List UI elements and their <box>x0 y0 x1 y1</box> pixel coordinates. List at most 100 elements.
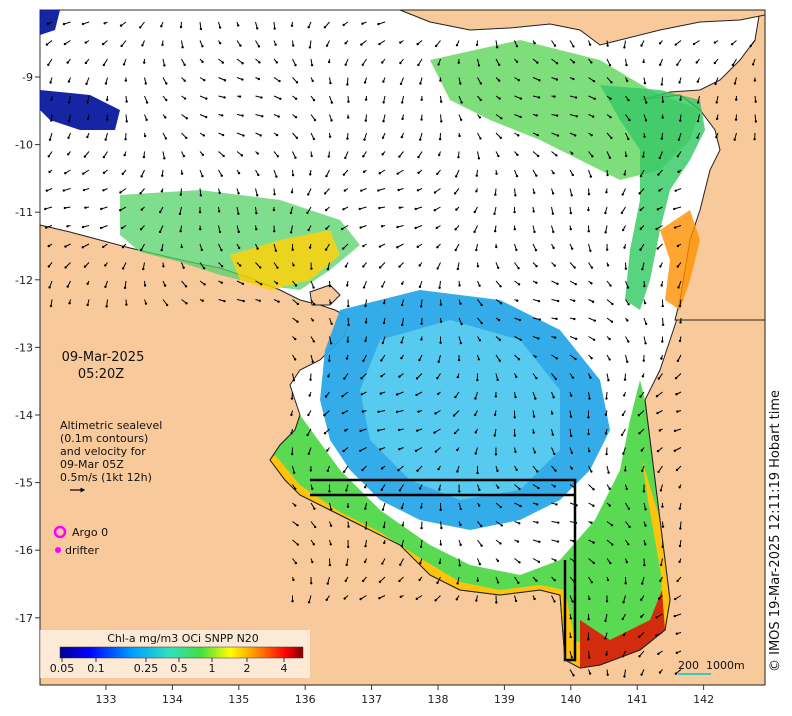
velocity-arrow-head <box>378 172 381 175</box>
velocity-arrow-head <box>435 226 438 230</box>
velocity-arrow-head <box>399 82 403 86</box>
velocity-arrow-head <box>627 507 631 510</box>
latitude-label: -10 <box>15 139 33 152</box>
velocity-arrow-head <box>677 170 680 174</box>
velocity-arrow-head <box>344 42 347 45</box>
velocity-arrow-head <box>659 563 663 567</box>
latitude-label: -12 <box>15 274 33 287</box>
velocity-arrow-head <box>497 63 501 66</box>
velocity-arrow-head <box>497 79 501 82</box>
velocity-arrow-head <box>121 245 125 249</box>
velocity-arrow-head <box>476 265 480 268</box>
velocity-arrow-head <box>203 78 206 82</box>
velocity-arrow-head <box>459 82 462 85</box>
velocity-arrow-head <box>553 44 557 47</box>
velocity-arrow-head <box>591 155 594 158</box>
velocity-arrow-head <box>661 505 664 508</box>
altimetry-line-4: 09-Mar 05Z <box>60 458 124 471</box>
velocity-arrow-head <box>551 192 555 195</box>
velocity-arrow-head <box>364 321 368 324</box>
velocity-arrow-head <box>608 63 612 67</box>
velocity-arrow-head <box>477 358 481 361</box>
velocity-arrow-head <box>438 137 442 141</box>
velocity-arrow-head <box>590 470 593 473</box>
velocity-arrow-head <box>661 100 665 103</box>
velocity-arrow-head <box>658 63 662 66</box>
velocity-arrow-head <box>674 43 678 46</box>
velocity-arrow-head <box>420 322 423 325</box>
velocity-arrow-head <box>180 245 183 249</box>
velocity-arrow-head <box>677 138 681 141</box>
velocity-arrow-head <box>459 341 463 345</box>
velocity-arrow-head <box>438 286 441 289</box>
velocity-arrow-head <box>676 154 680 158</box>
velocity-arrow-head <box>326 449 329 452</box>
velocity-arrow-head <box>344 265 348 268</box>
velocity-arrow-head <box>479 98 482 102</box>
velocity-arrow-head <box>754 100 757 103</box>
velocity-arrow-head <box>498 338 502 342</box>
velocity-arrow-head <box>475 174 478 177</box>
velocity-arrow-head <box>345 357 349 360</box>
velocity-arrow-head <box>518 487 521 491</box>
velocity-arrow-head <box>537 486 540 490</box>
velocity-arrow-head <box>592 504 595 507</box>
velocity-arrow-head <box>678 304 682 308</box>
velocity-arrow-head <box>275 175 278 178</box>
velocity-arrow-head <box>606 173 609 177</box>
velocity-arrow-head <box>493 212 496 216</box>
velocity-arrow-head <box>623 173 626 176</box>
latitude-label: -15 <box>15 477 33 490</box>
velocity-arrow-head <box>63 206 67 210</box>
velocity-arrow-head <box>532 431 535 434</box>
velocity-arrow-head <box>675 393 678 396</box>
velocity-arrow-head <box>418 487 422 490</box>
velocity-arrow-head <box>642 155 645 158</box>
velocity-arrow-head <box>556 299 560 303</box>
velocity-arrow-head <box>327 60 331 64</box>
velocity-arrow-head <box>607 471 610 474</box>
velocity-arrow-head <box>621 193 624 196</box>
velocity-arrow-head <box>513 210 516 214</box>
velocity-arrow-head <box>64 266 67 269</box>
velocity-arrow-head <box>628 525 631 529</box>
velocity-arrow-head <box>343 377 346 380</box>
velocity-arrow-head <box>661 340 664 343</box>
chlorophyll-layer <box>40 10 705 668</box>
velocity-arrow-head <box>145 101 149 104</box>
velocity-arrow-head <box>455 598 459 601</box>
velocity-arrow-head <box>86 117 90 121</box>
velocity-arrow-head <box>144 82 147 85</box>
velocity-arrow-head <box>199 194 203 197</box>
velocity-arrow-head <box>363 81 367 84</box>
velocity-arrow-head <box>180 172 184 175</box>
velocity-arrow-head <box>658 42 662 45</box>
velocity-arrow-head <box>610 320 614 323</box>
altimetry-line-2: (0.1m contours) <box>60 432 148 445</box>
velocity-arrow-head <box>380 359 383 362</box>
velocity-arrow-head <box>553 95 556 98</box>
velocity-arrow-head <box>457 155 460 159</box>
colorbar-tick-label: 0.5 <box>170 662 188 675</box>
velocity-arrow-head <box>553 485 556 488</box>
velocity-arrow-head <box>104 285 107 288</box>
velocity-arrow-head <box>537 560 541 564</box>
velocity-arrow-head <box>343 597 346 600</box>
velocity-arrow-head <box>241 62 244 65</box>
velocity-arrow-head <box>347 525 350 528</box>
velocity-arrow-head <box>416 42 419 46</box>
velocity-arrow-head <box>420 118 423 121</box>
velocity-arrow-head <box>628 118 631 122</box>
velocity-arrow-head <box>571 600 574 603</box>
velocity-arrow-head <box>573 266 576 269</box>
velocity-arrow-head <box>536 61 539 64</box>
velocity-arrow-head <box>496 266 500 269</box>
velocity-arrow-head <box>460 322 463 326</box>
velocity-arrow-head <box>557 521 560 524</box>
velocity-arrow-head <box>140 208 143 211</box>
velocity-arrow-head <box>221 133 225 137</box>
velocity-arrow-head <box>436 267 439 270</box>
velocity-arrow-head <box>378 42 381 46</box>
velocity-arrow-head <box>307 413 310 417</box>
velocity-arrow-head <box>378 580 382 584</box>
